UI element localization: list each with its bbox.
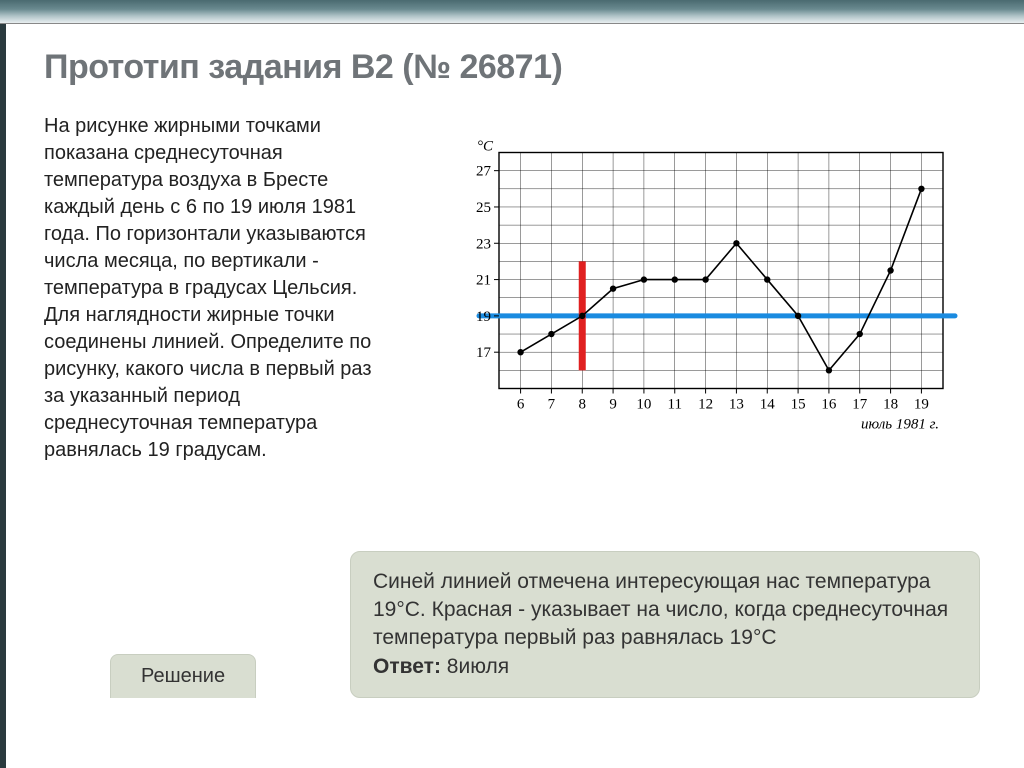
slide-title: Прототип задания B2 (№ 26871) bbox=[44, 48, 980, 87]
svg-text:21: 21 bbox=[476, 273, 491, 289]
chart-container: 17 19 21 23 25 27 °C 6 7 8 9 10 11 12 13 14 15 16 17 18 19 ию… bbox=[426, 113, 980, 464]
svg-text:8: 8 bbox=[579, 397, 587, 413]
solution-tab[interactable]: Решение bbox=[110, 654, 256, 698]
svg-text:13: 13 bbox=[729, 397, 744, 413]
svg-text:11: 11 bbox=[668, 397, 682, 413]
solution-label: Решение bbox=[141, 665, 225, 687]
svg-text:июль 1981 г.: июль 1981 г. bbox=[861, 417, 939, 433]
svg-text:19: 19 bbox=[476, 309, 491, 325]
svg-text:9: 9 bbox=[609, 397, 617, 413]
content-row: На рисунке жирными точками показана сред… bbox=[44, 113, 980, 464]
svg-text:27: 27 bbox=[476, 164, 492, 180]
svg-text:6: 6 bbox=[517, 397, 525, 413]
answer-label: Ответ: bbox=[373, 655, 441, 678]
explanation-body: Синей линией отмечена интересующая нас т… bbox=[373, 570, 948, 650]
svg-text:16: 16 bbox=[821, 397, 837, 413]
svg-text:17: 17 bbox=[852, 397, 868, 413]
svg-text:18: 18 bbox=[883, 397, 898, 413]
top-decorative-bar bbox=[0, 0, 1024, 24]
svg-text:7: 7 bbox=[548, 397, 556, 413]
temperature-chart: 17 19 21 23 25 27 °C 6 7 8 9 10 11 12 13 14 15 16 17 18 19 ию… bbox=[443, 121, 963, 464]
slide-content: Прототип задания B2 (№ 26871) На рисунке… bbox=[0, 24, 1024, 768]
answer-value: 8июля bbox=[447, 655, 509, 678]
svg-text:°C: °C bbox=[477, 139, 494, 155]
svg-text:10: 10 bbox=[636, 397, 651, 413]
svg-text:23: 23 bbox=[476, 236, 491, 252]
svg-text:12: 12 bbox=[698, 397, 713, 413]
explanation-callout: Синей линией отмечена интересующая нас т… bbox=[350, 551, 980, 698]
svg-text:17: 17 bbox=[476, 345, 492, 361]
svg-text:14: 14 bbox=[760, 397, 776, 413]
svg-text:25: 25 bbox=[476, 200, 491, 216]
problem-statement: На рисунке жирными точками показана сред… bbox=[44, 113, 394, 464]
svg-text:19: 19 bbox=[914, 397, 929, 413]
svg-text:15: 15 bbox=[791, 397, 806, 413]
